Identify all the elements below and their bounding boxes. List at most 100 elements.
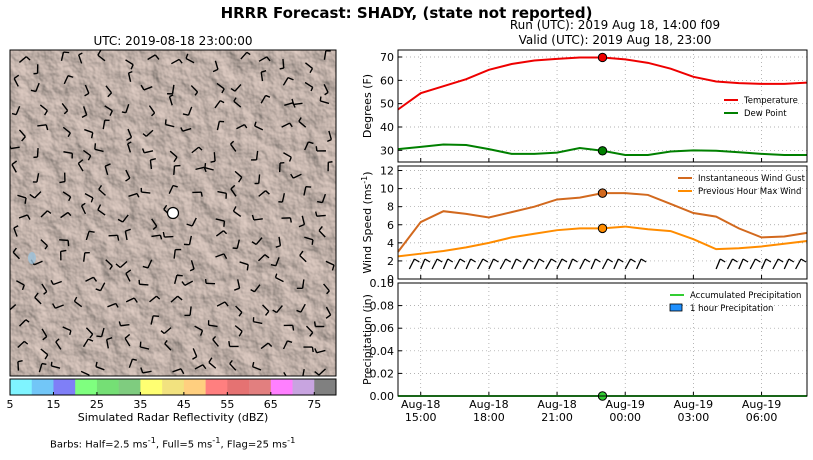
- y-tick-label: 6: [387, 219, 394, 232]
- map-barb-flag: [43, 291, 48, 295]
- map-barb-flag: [264, 254, 270, 259]
- map-barb-flag: [230, 184, 236, 190]
- map-barb-flag: [50, 280, 54, 285]
- map-barb-staff: [217, 190, 227, 194]
- map-barb-flag: [140, 84, 145, 91]
- map-barb-flag: [309, 332, 314, 337]
- map-barb-staff: [60, 211, 69, 219]
- map-barb-staff: [321, 193, 327, 203]
- map-barb-staff: [275, 257, 280, 266]
- ts-barb-staff: [579, 258, 586, 270]
- map-barb-staff: [105, 259, 113, 267]
- map-barb-staff: [240, 51, 248, 60]
- map-barb-staff: [10, 146, 20, 150]
- map-barb-flag: [155, 295, 161, 300]
- map-barb-flag: [109, 110, 113, 116]
- plot-area: [398, 50, 807, 162]
- y-axis-label: Degrees (F): [361, 74, 374, 138]
- map-barb-flag: [44, 110, 48, 116]
- map-barb-flag: [95, 288, 101, 292]
- map-barb-flag: [133, 297, 138, 303]
- map-barb-flag: [251, 241, 257, 246]
- map-barb-staff: [258, 174, 261, 184]
- map-barb-flag: [88, 230, 95, 233]
- x-tick-label-time: 00:00: [609, 411, 641, 424]
- map-barb-flag: [52, 303, 56, 309]
- map-barb-staff: [171, 84, 175, 94]
- map-barb-flag: [254, 121, 257, 127]
- map-barb-flag: [153, 315, 160, 318]
- map-barb-staff: [94, 148, 104, 153]
- y-tick-label: 8: [387, 201, 394, 214]
- map-barb-flag: [299, 250, 304, 256]
- map-barb-staff: [325, 260, 335, 266]
- map-barb-staff: [204, 167, 214, 171]
- map-barb-flag: [125, 269, 132, 274]
- map-barb-flag: [317, 200, 323, 204]
- map-barb-flag: [251, 361, 255, 367]
- map-barb-flag: [287, 340, 293, 343]
- map-barb-staff: [191, 217, 197, 227]
- map-barb-flag: [67, 132, 71, 138]
- map-barb-staff: [278, 236, 282, 246]
- map-barb-flag: [291, 98, 295, 105]
- ts-barb-staff: [726, 258, 734, 270]
- y-axis-label: Precipitation (in): [361, 294, 374, 385]
- wind-panel: 0 2 4 6 8 10 12 Wind Speed (ms-1) Instantaneous …: [360, 165, 808, 286]
- map-barb-staff: [35, 82, 40, 92]
- map-barb-flag: [238, 311, 243, 317]
- map-barb-flag: [162, 231, 166, 238]
- ts-barb-staff: [408, 258, 415, 270]
- map-barb-flag: [176, 274, 183, 277]
- water-body: [28, 252, 36, 264]
- map-barb-staff: [216, 301, 226, 307]
- map-barb-flag: [230, 140, 235, 145]
- map-barb-flag: [124, 333, 131, 339]
- map-barb-staff: [122, 214, 129, 223]
- map-barb-flag: [212, 68, 219, 73]
- map-barb-flag: [219, 100, 225, 104]
- map-barb-flag: [289, 122, 293, 128]
- plot-frame: [397, 165, 808, 280]
- colorbar: 5 15 25 35 45 55 65 75 Simulated Radar Reflectiv…: [7, 378, 337, 424]
- ts-barb-staff: [635, 258, 642, 270]
- map-barb-flag: [55, 338, 60, 343]
- map-barb-flag: [151, 112, 156, 117]
- map-barb-flag: [229, 359, 233, 365]
- run-label: Run (UTC): 2019 Aug 18, 14:00 f09: [509, 18, 721, 32]
- map-barb-flag: [154, 54, 160, 60]
- barbs-note-exp: -1: [287, 435, 296, 445]
- map-barb-staff: [293, 102, 303, 106]
- map-barb-staff: [234, 84, 242, 92]
- ts-barb-flag: [482, 258, 489, 263]
- map-barb-staff: [214, 60, 219, 70]
- ts-barb-staff: [420, 258, 426, 270]
- map-barb-flag: [331, 264, 335, 271]
- map-barb-staff: [299, 255, 307, 263]
- ts-barb-flag: [595, 258, 601, 263]
- ts-barb-staff: [511, 258, 517, 270]
- map-barb-staff: [236, 239, 240, 249]
- ts-barb-flag: [640, 258, 647, 263]
- map-barb-staff: [188, 235, 193, 245]
- y-tick-label: 0: [387, 273, 394, 286]
- ts-barb-flag: [719, 258, 726, 263]
- map-barb-staff: [124, 230, 128, 241]
- map-barb-flag: [296, 309, 302, 313]
- map-barb-staff: [283, 152, 292, 158]
- map-barb-flag: [81, 202, 86, 207]
- map-barb-flag: [210, 160, 216, 163]
- map-barb-staff: [106, 339, 109, 349]
- map-barb-staff: [40, 210, 48, 218]
- map-barb-staff: [80, 205, 87, 215]
- map-barb-staff: [171, 58, 180, 65]
- map-barb-flag: [173, 156, 178, 163]
- map-barb-staff: [173, 274, 178, 285]
- map-barb-flag: [44, 245, 49, 250]
- y-tick-label: 0.08: [370, 300, 395, 313]
- legend-entry: 1 hour Precipitation: [690, 304, 773, 314]
- map-barb-staff: [61, 102, 69, 112]
- map-barb-staff: [107, 302, 117, 308]
- ts-barb-flag: [414, 258, 420, 263]
- map-barb-staff: [282, 58, 285, 69]
